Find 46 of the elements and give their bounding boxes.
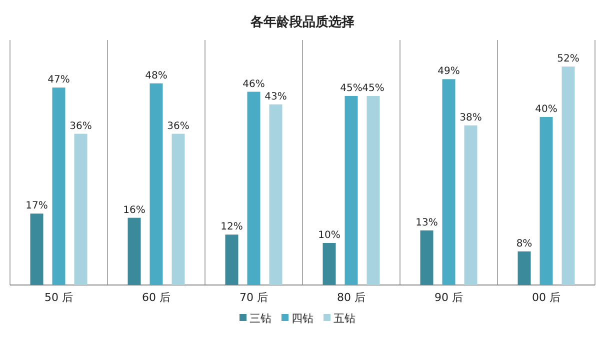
- data-label: 38%: [460, 112, 482, 124]
- bar: [74, 134, 88, 285]
- data-label: 17%: [26, 200, 48, 212]
- bar: [344, 96, 358, 285]
- data-label: 49%: [438, 66, 460, 78]
- bar: [366, 96, 380, 285]
- bar: [30, 214, 44, 285]
- bar: [562, 66, 575, 285]
- data-label: 36%: [70, 120, 92, 132]
- data-label: 52%: [557, 54, 580, 65]
- x-tick-label: 50 后: [44, 291, 73, 304]
- data-label: 16%: [123, 204, 146, 216]
- data-label: 45%: [340, 82, 362, 94]
- bar: [464, 125, 478, 285]
- legend-label: 三钻: [250, 312, 272, 325]
- x-tick-label: 60 后: [142, 291, 170, 304]
- data-label: 13%: [416, 217, 438, 228]
- data-label: 8%: [516, 238, 532, 250]
- bar: [518, 251, 531, 285]
- bar: [442, 79, 456, 285]
- x-tick-label: 00 后: [532, 291, 560, 304]
- data-label: 48%: [145, 70, 168, 82]
- data-label: 46%: [242, 78, 265, 90]
- data-label: 43%: [264, 91, 287, 102]
- bar: [540, 116, 553, 285]
- legend-label: 五钻: [334, 312, 356, 325]
- x-tick-label: 90 后: [434, 291, 463, 304]
- x-tick-label: 80 后: [337, 291, 366, 304]
- chart-title: 各年龄段品质选择: [250, 14, 354, 30]
- bar: [420, 230, 434, 285]
- legend-label: 四钻: [292, 312, 314, 325]
- bar: [150, 83, 163, 285]
- data-label: 45%: [362, 82, 384, 94]
- bar: [128, 218, 141, 285]
- data-label: 47%: [48, 74, 70, 86]
- bar: [172, 134, 185, 285]
- bar: [322, 242, 336, 285]
- data-label: 10%: [318, 230, 340, 241]
- bar: [269, 104, 282, 285]
- x-tick-label: 70 后: [240, 291, 268, 304]
- bar: [225, 234, 238, 285]
- data-label: 36%: [167, 120, 190, 132]
- data-label: 12%: [220, 222, 243, 233]
- bar: [247, 92, 260, 285]
- bar: [52, 88, 66, 285]
- data-label: 40%: [535, 104, 558, 115]
